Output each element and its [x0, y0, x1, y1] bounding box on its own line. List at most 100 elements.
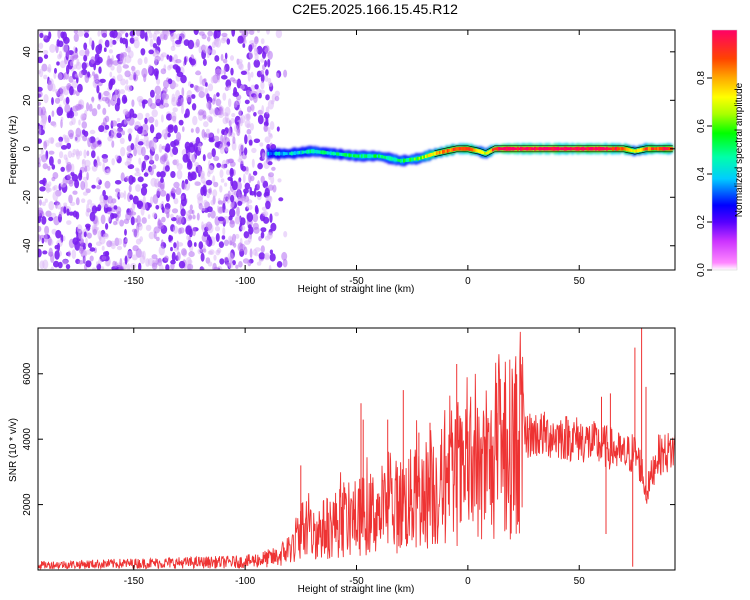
noise-blob	[98, 92, 102, 100]
track-segment	[448, 148, 451, 152]
noise-blob	[230, 169, 234, 175]
track-segment	[513, 147, 516, 151]
noise-blob	[176, 251, 181, 261]
track-segment	[496, 146, 499, 151]
noise-blob	[277, 178, 282, 183]
noise-blob	[143, 154, 148, 162]
track-segment	[457, 146, 460, 151]
noise-blob	[207, 152, 213, 160]
track-segment	[562, 147, 565, 151]
noise-blob	[217, 200, 224, 205]
track-segment	[367, 154, 370, 159]
noise-blob	[191, 153, 196, 163]
noise-blob	[171, 93, 176, 103]
noise-blob	[254, 247, 261, 252]
track-segment	[502, 147, 505, 151]
track-segment	[544, 147, 547, 151]
track-segment	[534, 146, 536, 151]
noise-blob	[138, 157, 142, 165]
noise-blob	[172, 40, 176, 48]
noise-blob	[109, 71, 113, 78]
track-segment	[435, 151, 438, 156]
noise-blob	[188, 251, 195, 258]
noise-blob	[136, 112, 144, 121]
noise-blob	[155, 70, 159, 81]
noise-blob	[238, 261, 243, 268]
noise-blob	[125, 212, 131, 221]
noise-blob	[129, 211, 137, 216]
noise-blob	[159, 171, 166, 178]
noise-blob	[267, 184, 274, 191]
noise-blob	[212, 175, 216, 185]
noise-blob	[226, 169, 230, 176]
noise-blob	[89, 255, 94, 262]
noise-blob	[190, 128, 194, 133]
noise-blob	[129, 30, 136, 37]
noise-blob	[226, 38, 231, 45]
noise-blob	[190, 171, 197, 181]
noise-blob	[241, 165, 247, 172]
noise-blob	[68, 75, 74, 83]
track-segment	[610, 147, 613, 151]
noise-blob	[215, 233, 220, 242]
noise-blob	[242, 43, 246, 48]
noise-blob	[244, 134, 248, 145]
noise-blob	[69, 133, 74, 140]
noise-blob	[220, 178, 225, 183]
noise-blob	[130, 216, 135, 226]
noise-blob	[235, 264, 239, 269]
noise-blob	[246, 128, 252, 135]
noise-blob	[216, 65, 220, 70]
noise-blob	[119, 137, 125, 144]
track-segment	[538, 146, 541, 151]
noise-blob	[155, 236, 160, 242]
track-segment	[621, 146, 624, 151]
noise-blob	[253, 59, 261, 68]
noise-blob	[135, 134, 140, 144]
noise-blob	[268, 81, 273, 87]
noise-blob	[114, 188, 121, 193]
noise-blob	[186, 234, 190, 241]
noise-blob	[68, 211, 75, 216]
noise-blob	[240, 225, 246, 231]
noise-blob	[248, 51, 254, 60]
noise-blob	[114, 180, 122, 185]
noise-blob	[155, 132, 162, 140]
noise-blob	[154, 119, 159, 128]
track-segment	[552, 146, 555, 151]
noise-blob	[143, 56, 148, 64]
noise-blob	[260, 69, 265, 76]
track-segment	[415, 157, 418, 161]
noise-blob	[51, 97, 54, 106]
noise-blob	[83, 130, 89, 137]
noise-blob	[160, 239, 164, 247]
noise-blob	[65, 137, 70, 143]
noise-blob	[161, 145, 166, 150]
noise-blob	[51, 176, 56, 182]
noise-blob	[173, 181, 180, 189]
track-segment	[664, 147, 667, 151]
noise-blob	[186, 94, 192, 103]
noise-blob	[161, 92, 167, 101]
noise-blob	[189, 58, 196, 66]
noise-blob	[198, 109, 204, 116]
noise-blob	[253, 48, 259, 56]
noise-blob	[48, 115, 51, 123]
noise-blob	[97, 204, 102, 212]
track-segment	[484, 151, 487, 155]
track-segment	[641, 147, 644, 152]
noise-blob	[86, 150, 90, 157]
track-segment	[649, 146, 652, 151]
noise-blob	[89, 211, 96, 222]
track-segment	[350, 154, 352, 157]
noise-blob	[206, 193, 210, 199]
track-segment	[654, 147, 657, 151]
noise-blob	[214, 141, 220, 148]
noise-blob	[46, 67, 51, 72]
track-segment	[537, 147, 540, 151]
noise-blob	[218, 106, 222, 116]
noise-blob	[207, 212, 211, 218]
track-segment	[471, 147, 474, 152]
noise-blob	[250, 84, 256, 92]
noise-blob	[263, 216, 270, 224]
